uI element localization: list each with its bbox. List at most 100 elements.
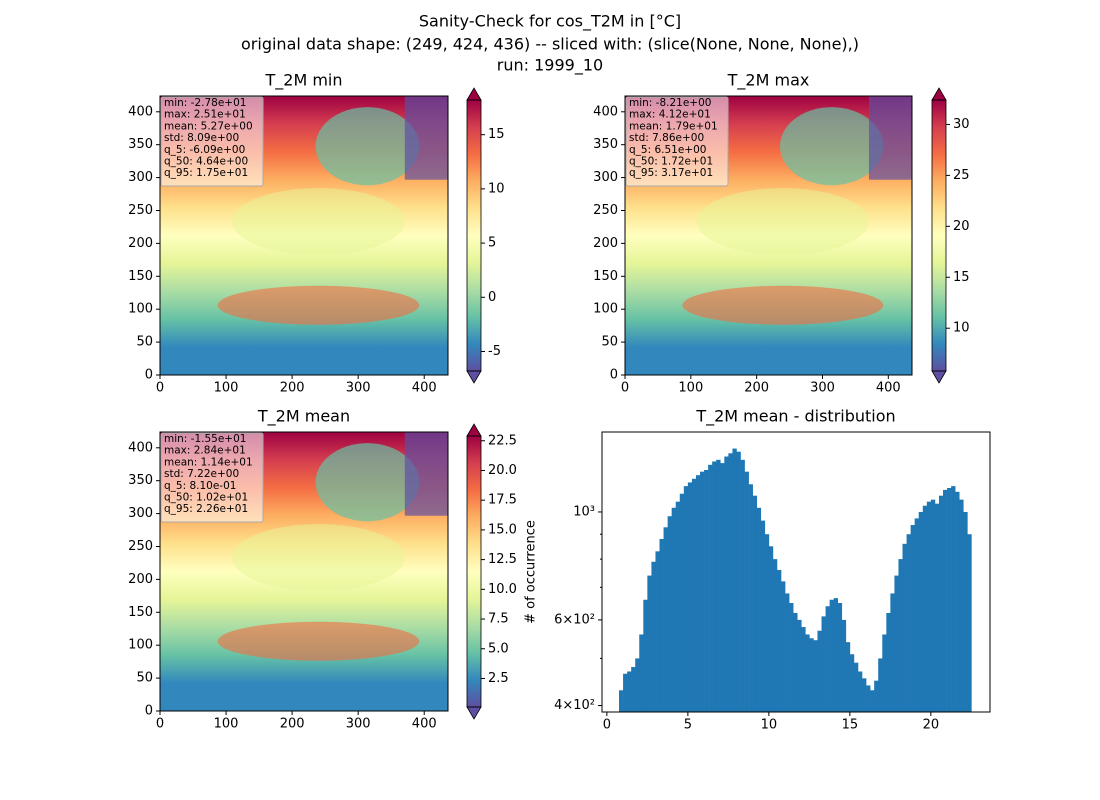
y-tick-label: 200 [593,236,618,251]
stats-line: max: 2.51e+01 [164,109,246,121]
x-tick-label: 0 [156,717,164,732]
bar [845,642,851,712]
bar [708,464,713,712]
bar [651,561,656,712]
bar [781,581,786,712]
bar [643,599,648,712]
bar [833,598,839,712]
bar [825,606,830,712]
y-tick-label: 350 [128,137,153,152]
colorbar-tick-label: 0 [488,290,496,305]
bar [934,503,940,712]
bar [890,593,895,712]
bar [922,505,928,712]
bar [647,575,652,712]
colorbar-tick-label: -5 [488,344,501,359]
x-tick-label: 100 [678,381,703,396]
bar [930,499,936,712]
map-land [315,443,420,522]
bar [902,543,907,712]
x-tick-label: 400 [412,717,437,732]
bar [712,461,717,712]
y-tick-label: 200 [128,572,153,587]
stats-line: min: -1.55e+01 [164,433,246,445]
map-land [232,524,405,592]
bar [639,634,644,712]
bar [898,559,903,712]
subplot-title: T_2M min [264,71,342,91]
bar [724,456,729,712]
colorbar-tick-label: 25 [953,168,970,183]
bar [918,511,924,712]
y-tick-label: 100 [128,638,153,653]
map-sea [217,621,420,661]
stats-box [160,96,264,187]
stats-line: q_5: 6.51e+00 [629,144,706,156]
map-land [779,107,884,186]
colorbar-frame [931,99,947,372]
y-tick-label: 200 [128,236,153,251]
colorbar-tick-label: 15 [953,270,970,285]
stats-line: mean: 1.14e+01 [164,456,253,468]
bar [679,493,685,712]
colorbar-tick-label: 20 [953,219,970,234]
subplot-title: T_2M mean [257,407,350,427]
bar [772,559,778,712]
x-tick-label: 200 [280,381,305,396]
colorbar [467,436,481,707]
y-tick-label: 250 [128,539,153,554]
stats-line: q_95: 1.75e+01 [164,167,248,179]
colorbar-tick-label: 17.5 [488,493,517,508]
stats-line: max: 2.84e+01 [164,445,246,457]
y-tick-label: 50 [136,671,153,686]
map-sea [682,285,884,325]
map-land [404,96,448,180]
stats-line: std: 8.09e+00 [164,132,239,144]
y-tick-label: 350 [128,473,153,488]
x-tick-label: 0 [603,718,611,733]
bar [959,499,964,712]
bar [655,551,660,712]
bar [926,501,932,712]
colorbar-tick-label: 20.0 [488,463,517,478]
bar [789,602,794,712]
x-tick-label: 300 [346,381,371,396]
bar [866,685,871,712]
stats-line: mean: 1.79e+01 [629,120,718,132]
x-tick-label: 20 [923,718,940,733]
y-tick-label: 6×10² [554,612,595,627]
y-tick-label: 100 [128,302,153,317]
bar [793,612,798,712]
y-tick-label: 150 [593,269,618,284]
subplot-title: T_2M mean - distribution [695,407,895,427]
stats-line: q_5: 8.10e-01 [164,480,236,492]
colorbar-tick-label: 10.0 [488,582,517,597]
colorbar-tick-label: 2.5 [488,671,509,686]
bar [874,680,879,712]
y-tick-label: 0 [610,368,618,383]
bar [870,690,875,712]
bar [849,654,855,712]
colorbar-tick-label: 5.0 [488,641,509,656]
colorbar [932,100,946,371]
colorbar-tick-label: 10 [953,321,970,336]
bar [841,619,847,712]
bar [910,525,915,712]
colorbar-tick-label: 7.5 [488,612,509,627]
bar [667,516,672,712]
x-tick-label: 100 [214,717,239,732]
bar [695,475,701,712]
bar [906,534,911,712]
map-sea [217,285,420,325]
bar [736,451,741,712]
y-tick-label: 300 [128,506,153,521]
bar [748,484,753,712]
bar [623,673,628,712]
colorbar-tick-label: 10 [488,181,505,196]
bar [704,469,709,712]
colorbar-tick-label: 15 [488,127,505,142]
bar [809,638,814,712]
y-tick-label: 0 [145,368,153,383]
colorbar [467,100,481,371]
y-tick-label: 50 [601,335,618,350]
